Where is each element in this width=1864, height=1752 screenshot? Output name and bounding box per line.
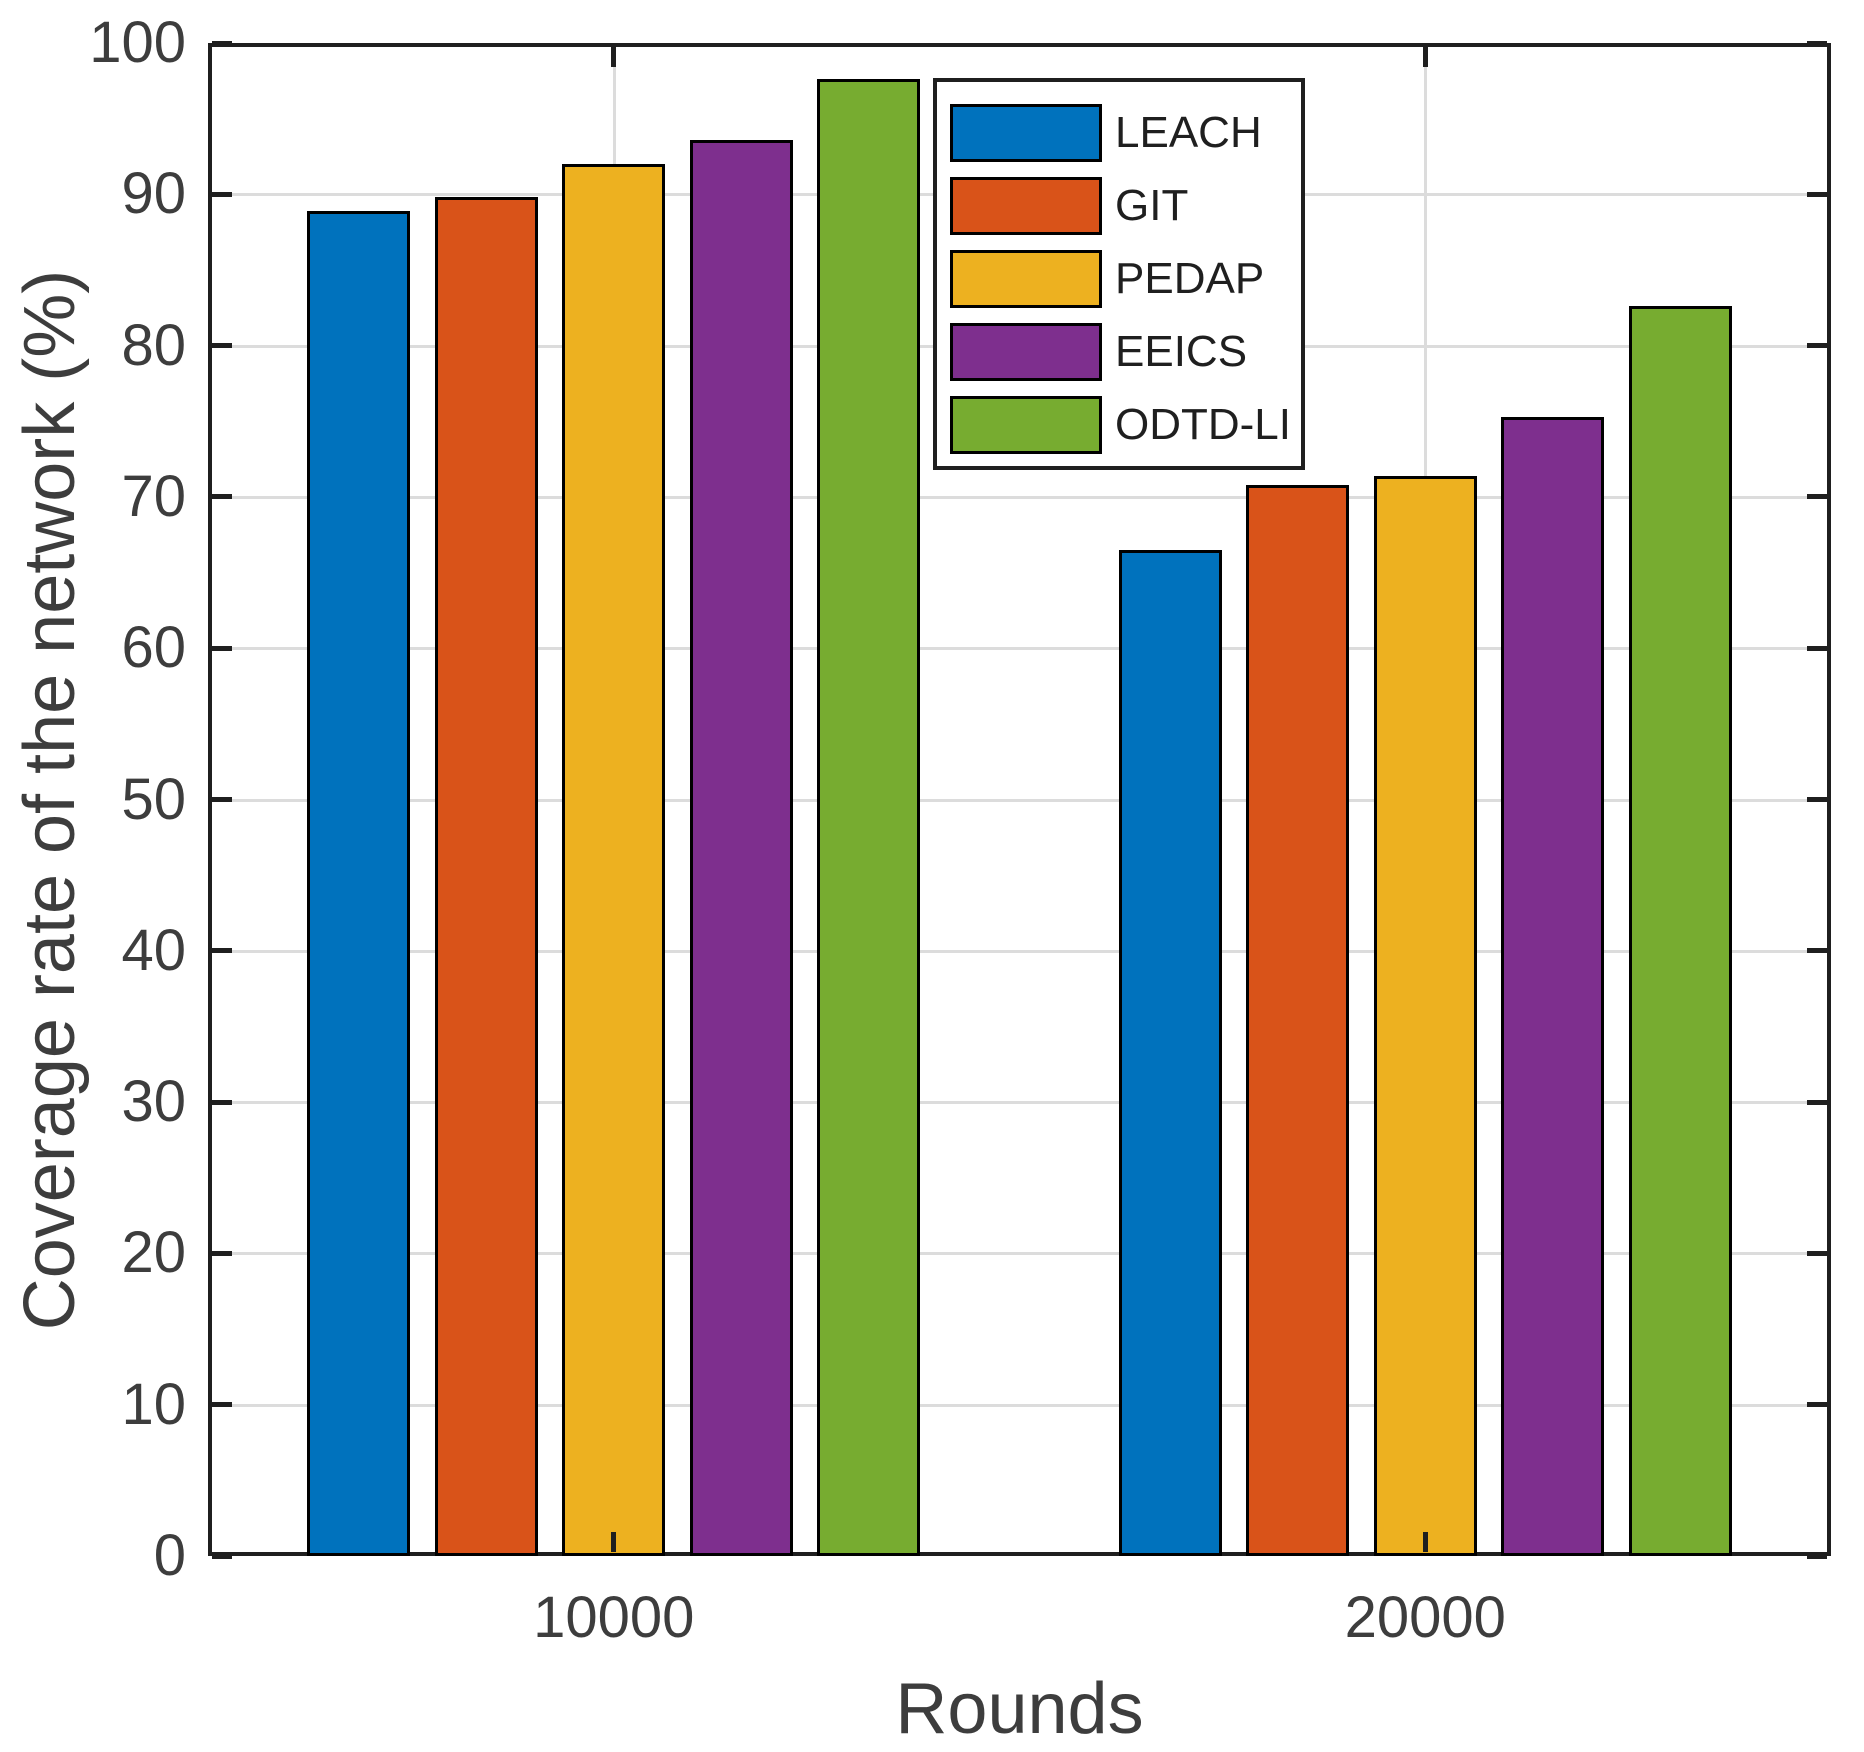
y-tick-right-0 bbox=[1807, 1553, 1827, 1559]
y-tick-right-10 bbox=[1807, 1402, 1827, 1408]
legend-label-leach: LEACH bbox=[1115, 107, 1262, 157]
y-tick-right-30 bbox=[1807, 1099, 1827, 1105]
bar-pedap-10000 bbox=[562, 164, 666, 1556]
y-tick-right-50 bbox=[1807, 797, 1827, 802]
bar-git-20000 bbox=[1246, 484, 1350, 1556]
h-gridline-70 bbox=[208, 495, 1831, 499]
y-tick-left-50 bbox=[212, 797, 232, 802]
x-tick-label-20000: 20000 bbox=[1344, 1585, 1506, 1650]
y-tick-label-90: 90 bbox=[121, 161, 186, 227]
h-gridline-10 bbox=[208, 1403, 1831, 1407]
y-tick-label-20: 20 bbox=[121, 1220, 186, 1286]
legend-swatch-git bbox=[950, 176, 1102, 235]
x-tick-bottom-20000 bbox=[1422, 1532, 1428, 1552]
bar-eeics-20000 bbox=[1501, 416, 1605, 1556]
y-tick-label-50: 50 bbox=[121, 766, 186, 832]
y-tick-label-60: 60 bbox=[121, 615, 186, 681]
x-tick-top-20000 bbox=[1422, 47, 1428, 67]
legend-swatch-eeics bbox=[950, 322, 1102, 381]
y-tick-label-10: 10 bbox=[121, 1371, 186, 1437]
y-tick-left-60 bbox=[212, 645, 232, 651]
y-tick-label-100: 100 bbox=[89, 10, 186, 75]
legend-label-pedap: PEDAP bbox=[1115, 253, 1265, 303]
y-tick-right-100 bbox=[1807, 40, 1827, 46]
legend-swatch-leach bbox=[950, 103, 1102, 162]
y-tick-right-90 bbox=[1807, 191, 1827, 197]
y-tick-left-100 bbox=[212, 40, 232, 46]
y-tick-label-30: 30 bbox=[121, 1069, 186, 1135]
bar-leach-20000 bbox=[1118, 549, 1222, 1556]
y-tick-left-20 bbox=[212, 1250, 232, 1256]
h-gridline-60 bbox=[208, 647, 1831, 651]
legend-swatch-odtd-li bbox=[950, 395, 1102, 454]
x-tick-label-10000: 10000 bbox=[533, 1585, 695, 1650]
bar-odtd-li-10000 bbox=[817, 79, 921, 1556]
y-tick-right-60 bbox=[1807, 645, 1827, 651]
h-gridline-40 bbox=[208, 949, 1831, 953]
y-tick-label-70: 70 bbox=[121, 463, 186, 529]
legend-entry-odtd-li: ODTD-LI bbox=[950, 388, 1301, 461]
h-gridline-50 bbox=[208, 798, 1831, 802]
legend: LEACH GIT PEDAP EEICS ODTD-LI bbox=[933, 78, 1305, 470]
bar-git-10000 bbox=[434, 197, 538, 1556]
bar-odtd-li-20000 bbox=[1628, 306, 1732, 1556]
legend-label-odtd-li: ODTD-LI bbox=[1115, 399, 1291, 449]
y-tick-left-40 bbox=[212, 948, 232, 954]
y-tick-left-30 bbox=[212, 1099, 232, 1105]
x-tick-top-10000 bbox=[611, 47, 617, 67]
y-tick-left-90 bbox=[212, 191, 232, 197]
y-tick-label-80: 80 bbox=[121, 312, 186, 378]
legend-entry-git: GIT bbox=[950, 169, 1301, 242]
legend-entry-leach: LEACH bbox=[950, 96, 1301, 169]
h-gridline-30 bbox=[208, 1101, 1831, 1105]
bar-leach-10000 bbox=[307, 210, 411, 1556]
h-gridline-20 bbox=[208, 1252, 1831, 1256]
bar-pedap-20000 bbox=[1373, 475, 1477, 1556]
y-tick-label-0: 0 bbox=[153, 1523, 186, 1588]
bar-eeics-10000 bbox=[689, 139, 793, 1556]
x-tick-bottom-10000 bbox=[611, 1532, 617, 1552]
y-tick-right-80 bbox=[1807, 343, 1827, 349]
legend-swatch-pedap bbox=[950, 249, 1102, 308]
y-tick-label-40: 40 bbox=[121, 917, 186, 983]
y-axis-label: Coverage rate of the network (%) bbox=[10, 269, 90, 1331]
y-tick-left-70 bbox=[212, 494, 232, 500]
legend-label-git: GIT bbox=[1115, 180, 1189, 230]
legend-entry-eeics: EEICS bbox=[950, 315, 1301, 388]
y-tick-left-10 bbox=[212, 1402, 232, 1408]
legend-label-eeics: EEICS bbox=[1115, 326, 1248, 376]
x-axis-label: Rounds bbox=[895, 1669, 1144, 1749]
y-tick-left-80 bbox=[212, 343, 232, 349]
y-tick-right-70 bbox=[1807, 494, 1827, 500]
legend-entry-pedap: PEDAP bbox=[950, 242, 1301, 315]
y-tick-right-40 bbox=[1807, 948, 1827, 954]
y-tick-right-20 bbox=[1807, 1250, 1827, 1256]
y-tick-left-0 bbox=[212, 1553, 232, 1559]
